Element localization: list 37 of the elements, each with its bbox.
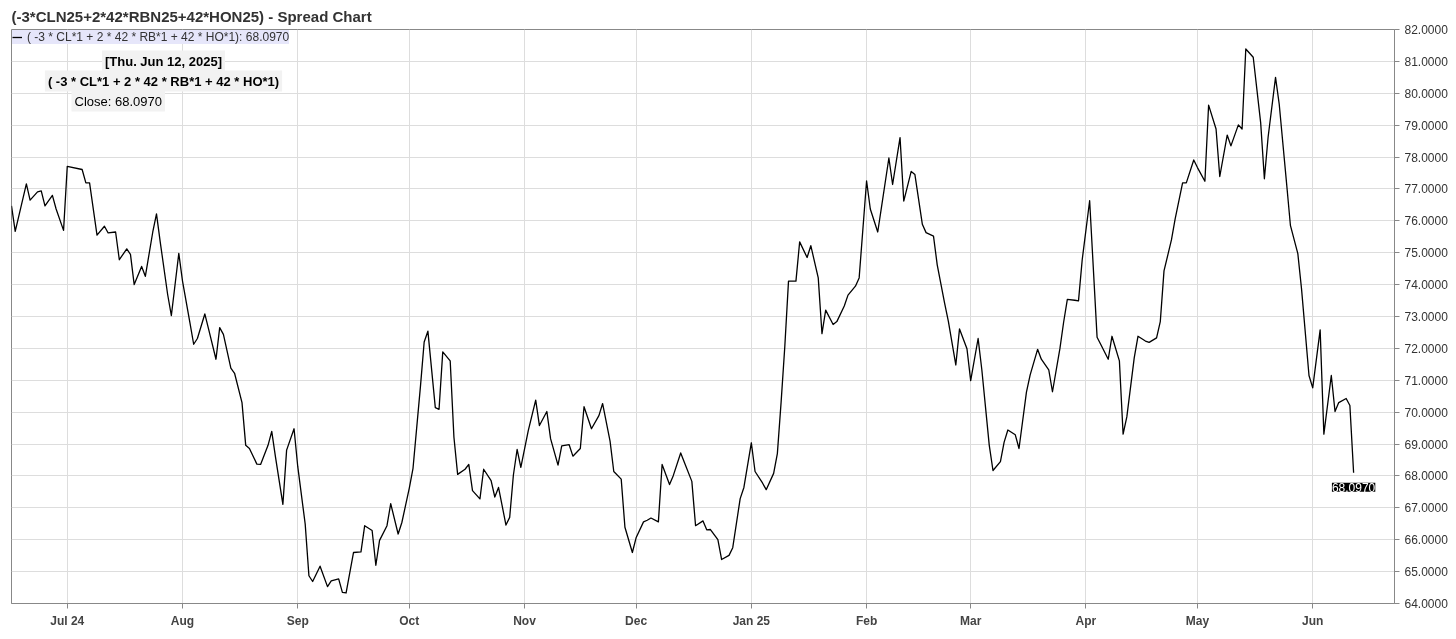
x-tick-label: Dec	[625, 613, 648, 628]
y-tick-label: 74.0000	[1404, 278, 1449, 293]
annotation: ( -3 * CL*1 + 2 * 42 * RB*1 + 42 * HO*1)	[47, 73, 280, 89]
y-tick-label: 69.0000	[1404, 437, 1449, 452]
y-tick-label: 80.0000	[1404, 86, 1449, 101]
x-tick-label: Oct	[399, 613, 420, 628]
y-tick-label: 78.0000	[1404, 150, 1449, 165]
chart-title: (-3*CLN25+2*42*RBN25+42*HON25) - Spread Chart	[11, 7, 372, 25]
y-tick-label: 64.0000	[1404, 597, 1449, 611]
y-tick-label: 79.0000	[1404, 118, 1449, 133]
annotation: Close: 68.0970	[74, 93, 162, 109]
x-tick-label: Sep	[286, 613, 309, 628]
x-tick-label: Apr	[1075, 613, 1097, 628]
y-tick-label: 65.0000	[1404, 565, 1449, 580]
x-tick-label: Feb	[855, 613, 878, 628]
y-tick-label: 67.0000	[1404, 501, 1449, 516]
x-tick-label: Nov	[513, 613, 537, 628]
y-tick-label: 82.0000	[1404, 23, 1449, 37]
annotation: [Thu. Jun 12, 2025]	[104, 53, 223, 69]
y-tick-label: 66.0000	[1404, 533, 1449, 548]
y-tick-label: 72.0000	[1404, 341, 1449, 356]
y-tick-label: 70.0000	[1404, 405, 1449, 420]
y-tick-label: 73.0000	[1404, 310, 1449, 324]
x-tick-label: Jul 24	[50, 613, 85, 628]
x-tick-label: Jan 25	[732, 613, 771, 628]
x-tick-label: May	[1185, 613, 1210, 628]
y-tick-label: 76.0000	[1404, 214, 1449, 229]
y-tick-label: 75.0000	[1404, 246, 1449, 261]
x-tick-label: Mar	[960, 613, 982, 628]
x-tick-label: Jun	[1302, 613, 1324, 628]
y-tick-label: 71.0000	[1404, 373, 1449, 388]
y-tick-label: 81.0000	[1404, 54, 1449, 69]
annotation: 68.0970	[1331, 480, 1376, 495]
legend-label: ( -3 * CL*1 + 2 * 42 * RB*1 + 42 * HO*1): 68.0970	[27, 30, 290, 44]
y-tick-label: 68.0000	[1404, 469, 1449, 484]
x-tick-label: Aug	[170, 613, 195, 628]
y-tick-label: 77.0000	[1404, 182, 1449, 197]
